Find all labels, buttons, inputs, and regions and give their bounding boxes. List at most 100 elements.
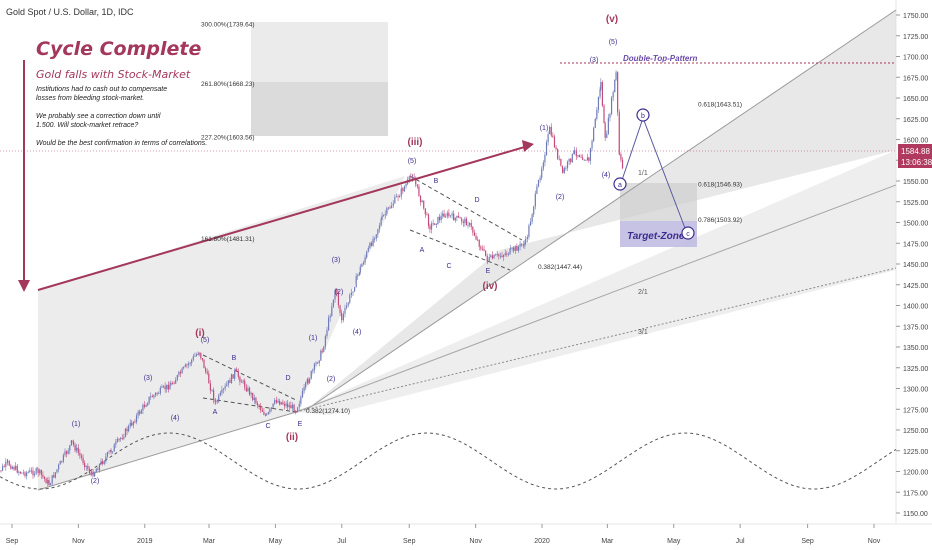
- candle-body: [513, 247, 515, 251]
- candle-body: [221, 389, 223, 393]
- y-tick-label: 1175.00: [903, 490, 928, 497]
- candle-body: [614, 79, 616, 93]
- x-tick-label: Jul: [337, 538, 346, 545]
- candle-body: [589, 148, 592, 161]
- annotation-note-line: losses from bleeding stock-market.: [36, 95, 144, 102]
- candle-body: [164, 386, 166, 390]
- candle-body: [364, 257, 366, 263]
- y-tick-label: 1350.00: [903, 345, 928, 352]
- candle-body: [162, 386, 165, 388]
- candle-body: [229, 380, 231, 383]
- candle-body: [1, 466, 4, 471]
- candle-body: [606, 133, 608, 138]
- candle-body: [473, 232, 476, 236]
- candle-body: [211, 390, 213, 392]
- wave-iv-channel-lower: [409, 229, 511, 271]
- candle-body: [5, 461, 7, 467]
- candle-body: [260, 406, 262, 411]
- candle-body: [478, 239, 480, 247]
- candle-body: [103, 461, 105, 464]
- candle-body: [503, 255, 505, 257]
- candle-body: [123, 436, 125, 439]
- candle-body: [525, 239, 527, 243]
- wave-label: (2): [556, 194, 565, 201]
- candle-body: [16, 465, 18, 473]
- candle-body: [100, 461, 102, 465]
- candle-body: [37, 469, 39, 474]
- candle-body: [526, 236, 528, 240]
- annotation-note-line: Institutions had to cash out to compensa…: [36, 86, 167, 93]
- y-tick-label: 1200.00: [903, 470, 928, 477]
- candle-body: [607, 117, 609, 134]
- y-tick-label: 1675.00: [903, 75, 928, 82]
- candle-body: [232, 374, 234, 379]
- candle-body: [366, 251, 368, 258]
- wave-label: (ii): [286, 432, 298, 443]
- candle-body: [327, 317, 330, 331]
- candle-body: [77, 447, 79, 454]
- candle-body: [3, 466, 5, 467]
- candle-body: [448, 212, 450, 217]
- candle-body: [148, 396, 150, 404]
- time-axis[interactable]: [0, 524, 932, 550]
- candle-body: [549, 126, 551, 135]
- candle-body: [516, 246, 518, 251]
- candle-body: [345, 305, 348, 308]
- candle-body: [116, 438, 119, 442]
- candle-body: [87, 465, 89, 470]
- candle-body: [200, 352, 202, 359]
- candle-body: [108, 451, 110, 453]
- x-tick-label: Nov: [469, 538, 482, 545]
- candle-body: [315, 362, 317, 364]
- candle-body: [544, 154, 546, 163]
- fib-label: 0.382(1447.44): [538, 264, 582, 271]
- candle-body: [170, 383, 172, 386]
- fib-labels: 300.00%(1739.64) 261.80%(1668.23) 227.20%(…: [201, 22, 742, 415]
- candle-body: [192, 356, 194, 360]
- candle-body: [156, 392, 158, 394]
- candle-body: [604, 123, 606, 138]
- candle-body: [105, 456, 107, 462]
- price-axis[interactable]: [896, 0, 932, 524]
- candle-body: [317, 362, 319, 364]
- wave-label: (iv): [483, 281, 498, 292]
- candle-body: [427, 214, 430, 226]
- candle-body: [126, 428, 128, 432]
- candle-body: [566, 161, 569, 169]
- y-tick-label: 1500.00: [903, 221, 928, 228]
- candle-body: [416, 184, 418, 187]
- y-tick-label: 1400.00: [903, 304, 928, 311]
- candle-body: [415, 179, 417, 185]
- candle-body: [84, 462, 86, 468]
- candle-body: [344, 307, 346, 314]
- candle-body: [374, 238, 376, 240]
- candle-body: [110, 450, 112, 453]
- candle-body: [118, 438, 120, 440]
- candle-body: [171, 383, 174, 384]
- candle-body: [237, 371, 239, 377]
- lower-trend-line: [37, 411, 297, 491]
- candle-body: [206, 371, 208, 374]
- candle-body: [115, 441, 117, 445]
- candle-body: [528, 225, 530, 237]
- candle-body: [61, 461, 63, 462]
- candle-body: [22, 472, 24, 474]
- candle-body: [291, 404, 294, 409]
- candle-body: [434, 223, 436, 225]
- price-badge-value: 1584.88: [901, 147, 930, 156]
- candle-body: [485, 250, 487, 256]
- candle-body: [541, 168, 543, 178]
- candle-body: [426, 214, 428, 216]
- wave-label: (1): [72, 421, 81, 428]
- candle-body: [224, 386, 226, 389]
- candle-body: [39, 469, 41, 474]
- y-tick-label: 1275.00: [903, 407, 928, 414]
- candle-body: [599, 89, 601, 97]
- wave-label: (2): [327, 376, 336, 383]
- candle-body: [531, 214, 533, 222]
- channel-band-lower: [296, 150, 896, 415]
- wave-circle: [681, 226, 695, 240]
- candle-body: [94, 472, 96, 477]
- candle-body: [175, 379, 177, 384]
